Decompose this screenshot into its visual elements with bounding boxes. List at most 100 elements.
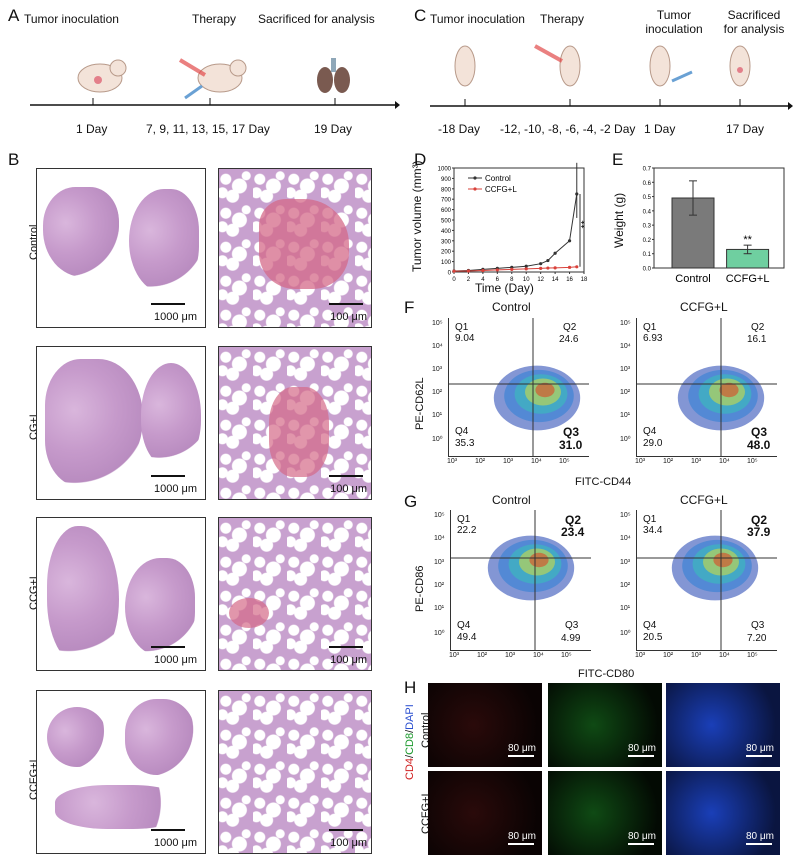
flow-xtick: 10³ [449, 652, 460, 659]
e-ytick: 0.2 [643, 238, 652, 244]
e-ytick: 0.5 [643, 195, 652, 201]
f-q3: Q3 [751, 425, 768, 439]
flow-xtick: 10⁴ [719, 458, 730, 465]
g-title-control: Control [492, 493, 531, 507]
panel-label-e: E [612, 150, 624, 169]
h-scale-label: 80 μm [508, 743, 536, 754]
flow-ytick: 10¹ [432, 412, 443, 419]
d-point [553, 266, 557, 270]
mouse-icon-4 [559, 45, 581, 87]
e-ylabel: Weight (g) [612, 192, 626, 248]
density-cloud [671, 535, 759, 601]
flow-ytick: 10³ [620, 366, 631, 373]
d-point [546, 266, 550, 270]
h-fluor-0-0: 80 μm [428, 683, 542, 767]
h-scale-label: 80 μm [746, 831, 774, 842]
d-series-line-0 [453, 193, 578, 272]
panel-label-c: C [414, 6, 427, 25]
b-highmag-ccgl: 100 μm [218, 517, 372, 671]
e-ytick: 0.7 [643, 167, 652, 173]
h-fluor-0-1: 80 μm [548, 683, 662, 767]
c-day-2: -12, -10, -8, -6, -4, -2 Day [500, 122, 636, 136]
c-day-4: 17 Day [726, 122, 765, 136]
flow-xtick: 10² [475, 458, 486, 465]
density-cloud [493, 365, 581, 431]
f-q1v: 9.04 [455, 333, 475, 344]
density-cloud [487, 535, 575, 601]
a-day-1: 1 Day [76, 122, 108, 136]
d-point [567, 239, 572, 243]
h-stain-cd4: CD4 [404, 757, 416, 780]
flow-xtick: 10² [477, 652, 488, 659]
d-point [539, 266, 543, 270]
flow-ytick: 10² [620, 582, 631, 589]
flow-ytick: 10¹ [620, 605, 631, 613]
b-highmag-cgl: 100 μm [218, 346, 372, 500]
weight-chart: 0.0 0.1 0.2 0.3 0.4 0.5 0.6 0.7 Control CCFG+L ** [643, 167, 785, 285]
f-q4: Q4 [643, 426, 657, 437]
d-point [466, 269, 471, 273]
b-scale-high-1: 100 μm [330, 311, 367, 323]
d-point [452, 269, 456, 273]
g-q2v: 23.4 [561, 525, 585, 539]
g-q3: Q3 [751, 620, 765, 631]
d-point [510, 267, 514, 271]
g-q1v: 34.4 [643, 525, 663, 536]
flow-xtick: 10² [663, 652, 674, 659]
g-q1: Q1 [643, 514, 657, 525]
f-flow-plot-0: Q1 9.04 Q2 24.6 Q4 35.3 Q3 31.0 10⁵ 10⁴ 10³ 10² 10¹ 1… [432, 318, 589, 465]
d-xtick: 0 [452, 277, 456, 283]
d-point [524, 264, 528, 268]
c-day-1: -18 Day [438, 122, 481, 136]
g-flow-plot-1: Q1 34.4 Q2 37.9 Q4 20.5 Q3 7.20 10⁵ 10⁴ 10³ 10² 10¹ 1… [620, 510, 777, 659]
flow-ytick: 10¹ [620, 412, 631, 419]
tumor-volume-chart: 0 100 200 300 400 500 600 700 800 900 1000 0 2 4 6 8 10 1… [438, 162, 591, 283]
flow-xtick: 10⁵ [747, 652, 758, 659]
d-point [481, 268, 485, 273]
f-q3v: 31.0 [559, 438, 583, 452]
flow-xtick: 10³ [635, 458, 646, 465]
f-title-control: Control [492, 300, 531, 314]
b-scale-low-3: 1000 μm [153, 654, 197, 666]
f-ylabel: PE-CD62L [414, 377, 426, 430]
h-stain-label: CD4/CD8/DAPI [404, 704, 416, 780]
panel-label-f: F [404, 298, 415, 317]
g-q4v: 49.4 [457, 632, 477, 643]
d-xtick: 16 [566, 277, 573, 283]
e-ytick: 0.0 [643, 267, 652, 273]
flow-ytick: 10⁵ [432, 320, 443, 327]
flow-ytick: 10⁴ [620, 343, 631, 350]
flow-xtick: 10⁵ [561, 652, 572, 659]
b-highmag-ccfgl: 100 μm [218, 690, 372, 854]
d-ytick: 0 [448, 271, 452, 277]
flow-ytick: 10⁴ [432, 343, 443, 350]
f-q2: Q2 [563, 322, 577, 333]
g-q3v: 7.20 [747, 633, 767, 644]
panel-label-g: G [404, 492, 418, 511]
g-xlabel: FITC-CD80 [578, 668, 635, 680]
a-timeline-illustration [30, 58, 400, 109]
h-scale-label: 80 μm [746, 743, 774, 754]
f-title-ccfgl: CCFG+L [680, 300, 728, 314]
f-q1: Q1 [643, 322, 657, 333]
flow-xtick: 10³ [691, 458, 702, 465]
flow-ytick: 10³ [434, 558, 445, 566]
b-scale-low-1: 1000 μm [153, 311, 197, 323]
g-q1: Q1 [457, 514, 471, 525]
f-xlabel: FITC-CD44 [575, 476, 632, 488]
b-scale-high-3: 100 μm [330, 654, 367, 666]
flow-ytick: 10⁵ [434, 512, 445, 519]
g-ylabel: PE-CD86 [414, 565, 426, 612]
f-q2v: 24.6 [559, 334, 579, 345]
flow-ytick: 10² [432, 389, 443, 396]
d-ytick: 300 [441, 239, 452, 245]
d-point [575, 265, 579, 269]
b-scale-low-4: 1000 μm [153, 837, 197, 849]
c-event-4: Sacrificed for analysis [723, 8, 785, 36]
b-scale-high-4: 100 μm [330, 837, 367, 849]
b-lowmag-ccgl: 1000 μm [36, 517, 206, 671]
panel-label-h: H [404, 678, 417, 697]
d-ytick: 100 [441, 260, 452, 266]
c-event-2: Therapy [540, 12, 585, 26]
e-significance: ** [743, 234, 752, 246]
